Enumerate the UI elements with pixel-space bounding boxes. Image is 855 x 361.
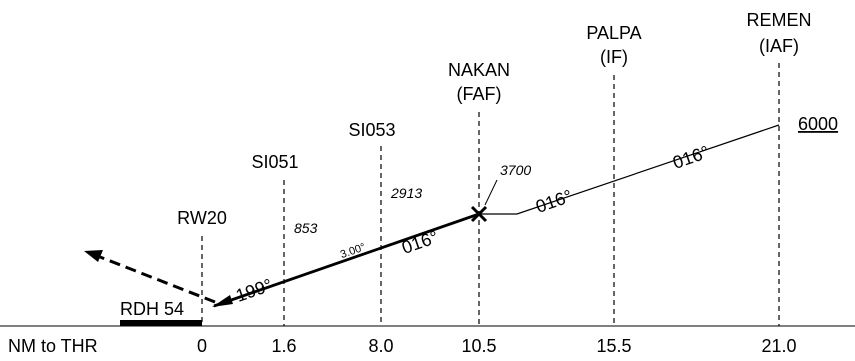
rdh-label: RDH 54 xyxy=(120,299,184,319)
course-initial: 016° xyxy=(670,142,712,173)
fix-role-palpa: (IF) xyxy=(600,47,628,67)
fix-name-palpa: PALPA xyxy=(586,23,641,43)
fix-name-rw20: RW20 xyxy=(177,208,227,228)
axis-label: NM to THR xyxy=(8,336,98,356)
alt-nakan-leader xyxy=(484,179,498,206)
dist-rw20: 0 xyxy=(197,336,207,356)
missed-approach-arrowhead xyxy=(84,250,103,262)
dist-palpa: 15.5 xyxy=(596,336,631,356)
initial-approach-path xyxy=(479,124,780,215)
dist-nakan: 10.5 xyxy=(461,336,496,356)
course-missed: 199° xyxy=(233,275,275,306)
course-intermediate: 016° xyxy=(533,186,575,217)
dist-si053: 8.0 xyxy=(368,336,393,356)
fix-name-nakan: NAKAN xyxy=(448,60,510,80)
alt-si051: 853 xyxy=(294,220,318,236)
dist-si051: 1.6 xyxy=(271,336,296,356)
fix-role-nakan: (FAF) xyxy=(457,84,502,104)
final-arrowhead xyxy=(212,295,233,307)
initial-altitude: 6000 xyxy=(798,114,838,134)
dist-remen: 21.0 xyxy=(761,336,796,356)
fix-name-remen: REMEN xyxy=(746,10,811,30)
alt-si053: 2913 xyxy=(390,185,422,201)
missed-approach-path xyxy=(99,255,216,304)
course-final: 016° xyxy=(399,227,441,258)
final-approach-path xyxy=(213,212,480,308)
fix-name-si051: SI051 xyxy=(251,152,298,172)
fix-name-si053: SI053 xyxy=(348,120,395,140)
alt-nakan: 3700 xyxy=(500,162,531,178)
fix-role-remen: (IAF) xyxy=(759,36,799,56)
